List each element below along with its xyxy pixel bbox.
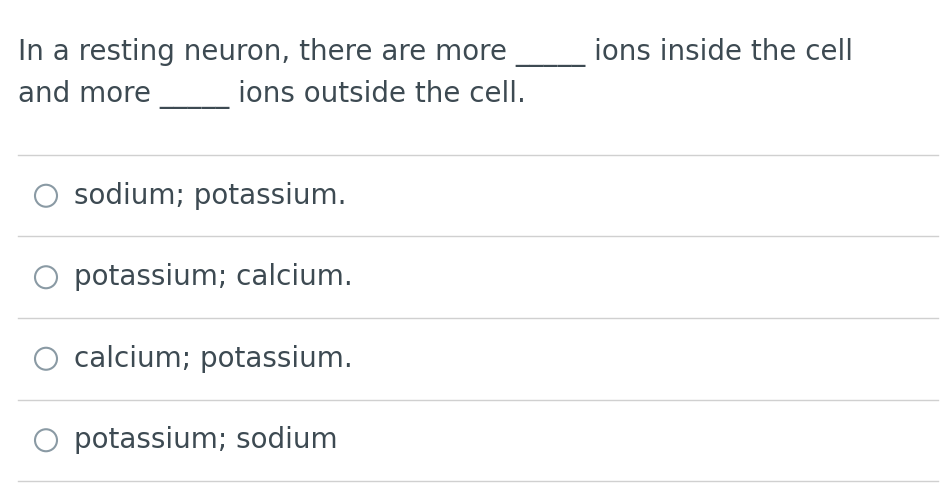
Text: sodium; potassium.: sodium; potassium. bbox=[74, 182, 347, 210]
Text: calcium; potassium.: calcium; potassium. bbox=[74, 345, 353, 373]
Text: potassium; calcium.: potassium; calcium. bbox=[74, 263, 353, 291]
Text: In a resting neuron, there are more _____ ions inside the cell: In a resting neuron, there are more ____… bbox=[18, 38, 853, 67]
Text: and more _____ ions outside the cell.: and more _____ ions outside the cell. bbox=[18, 80, 526, 109]
Text: potassium; sodium: potassium; sodium bbox=[74, 426, 337, 454]
